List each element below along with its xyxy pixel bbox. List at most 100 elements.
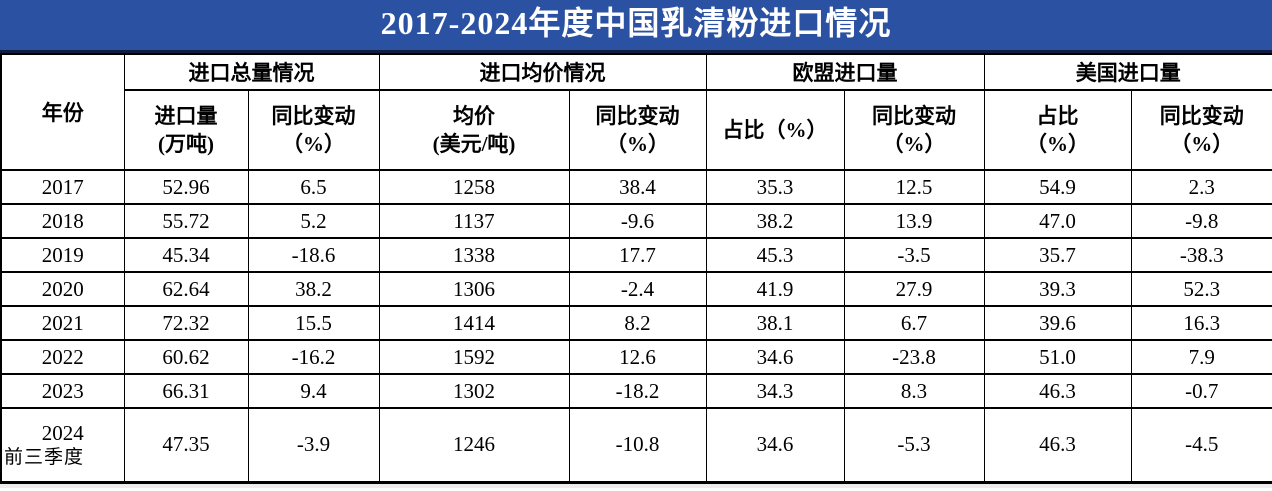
cell-eu-share: 38.2 [705,203,845,239]
column-header-eu-yoy: 同比变动 （%） [843,89,985,171]
cell-us-yoy: -4.5 [1130,407,1272,483]
cell-total-yoy: -16.2 [247,339,380,375]
cell-total-yoy: 5.2 [247,203,380,239]
cell-avg-price: 1306 [378,271,570,307]
cell-eu-share: 35.3 [705,169,845,205]
cell-avg-price: 1592 [378,339,570,375]
year-label: 2023 [41,378,84,403]
cell-us-share: 46.3 [983,407,1132,483]
table-row-2020: 2020 62.64 38.2 1306 -2.4 41.9 27.9 39.3… [0,271,1272,307]
cell-eu-share: 41.9 [705,271,845,307]
year-cell: 2018 [0,203,125,239]
year-cell: 2019 [0,237,125,273]
cell-eu-yoy: 13.9 [843,203,985,239]
column-header-avg-price: 均价 (美元/吨) [378,89,570,171]
cell-total-yoy: -3.9 [247,407,380,483]
group-header-us-import: 美国进口量 [983,53,1272,91]
header-line2: （%） [282,132,345,156]
year-label: 2018 [41,208,84,233]
cell-us-share: 35.7 [983,237,1132,273]
cell-eu-share: 34.6 [705,407,845,483]
cell-us-yoy: 7.9 [1130,339,1272,375]
cell-total-yoy: -18.6 [247,237,380,273]
cell-import-volume: 72.32 [123,305,249,341]
header-line1: 同比变动 [271,103,356,128]
cell-eu-yoy: 27.9 [843,271,985,307]
column-header-import-volume: 进口量 (万吨) [123,89,249,171]
cell-avg-price: 1302 [378,373,570,409]
header-line1: 进口量 [154,103,218,128]
cell-import-volume: 60.62 [123,339,249,375]
cell-us-yoy: -9.8 [1130,203,1272,239]
column-header-eu-share: 占比（%） [705,89,845,171]
cell-price-yoy: 38.4 [568,169,707,205]
cell-price-yoy: -10.8 [568,407,707,483]
sub-header-row: 进口量 (万吨) 同比变动 （%） 均价 (美元/吨) 同比变动 （ [1,89,1272,171]
cell-us-share: 47.0 [983,203,1132,239]
column-header-price-yoy: 同比变动 （%） [568,89,707,171]
year-sublabel: 前三季度 [4,447,85,468]
header-line1: 占比（%） [722,117,828,142]
cell-eu-yoy: -23.8 [843,339,985,375]
cell-price-yoy: 12.6 [568,339,707,375]
cell-total-yoy: 15.5 [247,305,380,341]
cell-eu-yoy: -3.5 [843,237,985,273]
cell-avg-price: 1137 [378,203,570,239]
header-line2: (美元/吨) [432,132,516,156]
column-header-us-yoy: 同比变动 （%） [1130,89,1272,171]
import-data-table: 年份 进口总量情况 进口均价情况 欧盟进口量 美国进口量 进口量 (万吨) 同比… [0,53,1272,484]
header-line2: （%） [606,132,669,156]
cell-us-share: 39.3 [983,271,1132,307]
cell-eu-share: 34.6 [705,339,845,375]
cell-price-yoy: 17.7 [568,237,707,273]
cell-us-yoy: -0.7 [1130,373,1272,409]
title-banner: 2017-2024年度中国乳清粉进口情况 [0,0,1272,53]
cell-import-volume: 62.64 [123,271,249,307]
cell-eu-share: 34.3 [705,373,845,409]
table-row-2024-q1-q3: 2024 前三季度 47.35 -3.9 1246 -10.8 34.6 -5.3… [0,407,1272,483]
cell-import-volume: 52.96 [123,169,249,205]
year-label: 2021 [41,310,84,335]
cell-avg-price: 1258 [378,169,570,205]
header-line1: 占比 [1036,103,1079,128]
column-header-year: 年份 [0,53,125,171]
cell-avg-price: 1246 [378,407,570,483]
group-header-eu-import: 欧盟进口量 [705,53,985,91]
cell-avg-price: 1338 [378,237,570,273]
group-header-row: 年份 进口总量情况 进口均价情况 欧盟进口量 美国进口量 [0,53,1272,171]
cell-us-share: 54.9 [983,169,1132,205]
cell-us-yoy: 2.3 [1130,169,1272,205]
header-line2: （%） [1170,132,1234,156]
cell-eu-yoy: 12.5 [843,169,985,205]
cell-price-yoy: -2.4 [568,271,707,307]
table-row-2022: 2022 60.62 -16.2 1592 12.6 34.6 -23.8 51… [0,339,1272,375]
cell-price-yoy: -9.6 [568,203,707,239]
year-label: 2017 [41,174,84,199]
table-row-2019: 2019 45.34 -18.6 1338 17.7 45.3 -3.5 35.… [0,237,1272,273]
cell-us-yoy: -38.3 [1130,237,1272,273]
cell-import-volume: 66.31 [123,373,249,409]
cell-price-yoy: 8.2 [568,305,707,341]
table-row-2023: 2023 66.31 9.4 1302 -18.2 34.3 8.3 46.3 … [0,373,1272,409]
table-row-2018: 2018 55.72 5.2 1137 -9.6 38.2 13.9 47.0 … [0,203,1272,239]
cell-avg-price: 1414 [378,305,570,341]
cell-total-yoy: 6.5 [247,169,380,205]
header-line1: 均价 [453,103,495,128]
column-header-total-yoy: 同比变动 （%） [247,89,380,171]
cell-total-yoy: 38.2 [247,271,380,307]
cell-us-yoy: 16.3 [1130,305,1272,341]
cell-import-volume: 45.34 [123,237,249,273]
header-line2: (万吨) [158,132,214,156]
year-label: 2022 [41,344,84,369]
header-line1: 同比变动 [872,103,956,128]
cell-total-yoy: 9.4 [247,373,380,409]
year-label: 2019 [41,242,84,267]
table-row-2017: 2017 52.96 6.5 1258 38.4 35.3 12.5 54.9 … [0,169,1272,205]
cell-import-volume: 47.35 [123,407,249,483]
year-label: 2024 [41,420,84,445]
cell-import-volume: 55.72 [123,203,249,239]
bottom-strip [0,483,1272,488]
cell-eu-share: 38.1 [705,305,845,341]
year-label: 2020 [41,276,84,301]
table-row-2021: 2021 72.32 15.5 1414 8.2 38.1 6.7 39.6 1… [0,305,1272,341]
